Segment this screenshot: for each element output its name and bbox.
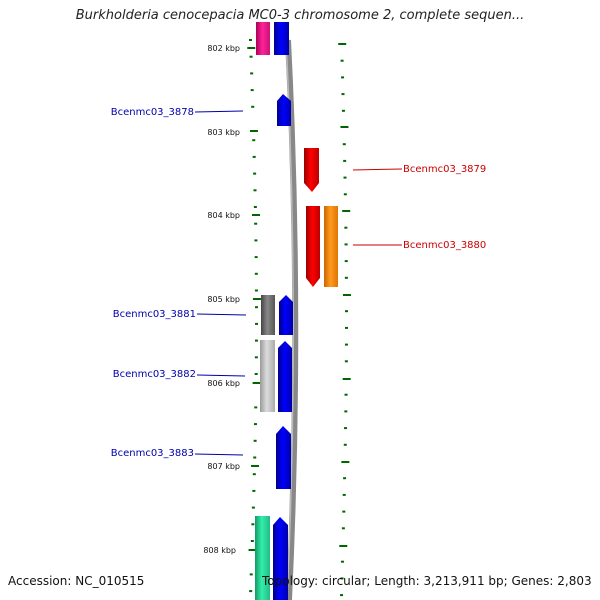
gray-feature-light[interactable]: [260, 340, 275, 412]
ruler-label: 804 kbp: [207, 211, 240, 220]
ruler-label: 807 kbp: [207, 462, 240, 471]
magenta-feature[interactable]: [256, 22, 270, 55]
gene-arrow-top[interactable]: [274, 22, 289, 55]
gene-label-bcenmc03-3880[interactable]: Bcenmc03_3880: [403, 240, 486, 251]
gene-arrow-bcenmc03-3880[interactable]: [306, 206, 320, 287]
ruler-label: 808 kbp: [203, 546, 236, 555]
orange-feature[interactable]: [324, 206, 338, 287]
gene-label-bcenmc03-3882[interactable]: Bcenmc03_3882: [113, 369, 196, 380]
label-leaders: [194, 110, 403, 456]
gene-arrow-bcenmc03-3882[interactable]: [278, 341, 292, 412]
gene-label-bcenmc03-3881[interactable]: Bcenmc03_3881: [113, 309, 196, 320]
accession-text: Accession: NC_010515: [8, 574, 145, 588]
gene-arrow-bcenmc03-3883[interactable]: [276, 426, 291, 489]
topology-text: Topology: circular; Length: 3,213,911 bp…: [262, 574, 592, 588]
gene-arrow-bottom[interactable]: [273, 517, 288, 600]
gene-arrow-bcenmc03-3878[interactable]: [277, 94, 291, 126]
ruler-ticks-right: [338, 43, 351, 597]
ruler-ticks-left: [247, 39, 261, 593]
ruler-label: 806 kbp: [207, 379, 240, 388]
teal-feature[interactable]: [255, 516, 270, 600]
gene-label-bcenmc03-3883[interactable]: Bcenmc03_3883: [111, 448, 194, 459]
gene-label-bcenmc03-3879[interactable]: Bcenmc03_3879: [403, 164, 486, 175]
gene-arrow-bcenmc03-3881[interactable]: [279, 295, 293, 335]
gene-arrow-bcenmc03-3879[interactable]: [304, 148, 319, 192]
ruler-label: 803 kbp: [207, 128, 240, 137]
chromosome-backbone: [285, 39, 299, 600]
gene-label-bcenmc03-3878[interactable]: Bcenmc03_3878: [111, 107, 194, 118]
ruler-labels: 802 kbp 803 kbp 804 kbp 805 kbp 806 kbp …: [203, 44, 240, 555]
ruler-label: 805 kbp: [207, 295, 240, 304]
map-title: Burkholderia cenocepacia MC0-3 chromosom…: [75, 8, 525, 23]
gray-feature-dark[interactable]: [261, 295, 275, 335]
ruler-label: 802 kbp: [207, 44, 240, 53]
